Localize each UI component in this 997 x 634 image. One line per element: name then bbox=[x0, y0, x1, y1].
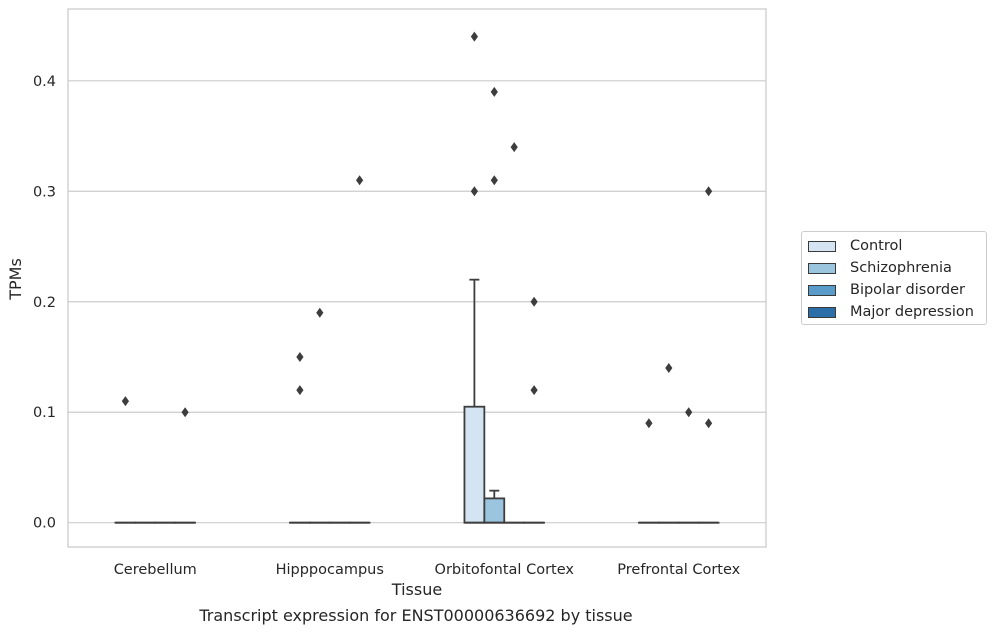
y-tick-label: 0.2 bbox=[33, 295, 56, 311]
y-axis-label: TPMs bbox=[6, 258, 25, 301]
box bbox=[463, 278, 486, 524]
box bbox=[483, 489, 506, 524]
outlier-point bbox=[490, 175, 498, 186]
chart-caption: Transcript expression for ENST0000063669… bbox=[199, 606, 633, 625]
outlier-point bbox=[705, 418, 713, 429]
outlier-point bbox=[296, 385, 304, 396]
outlier-point bbox=[470, 186, 478, 197]
legend-label-schizophrenia: Schizophrenia bbox=[850, 260, 952, 276]
outlier-point bbox=[470, 31, 478, 42]
x-tick-label: Hipppocampus bbox=[276, 562, 384, 578]
x-tick-label: Prefrontal Cortex bbox=[617, 562, 740, 578]
outlier-point bbox=[181, 407, 189, 418]
outlier-point bbox=[705, 186, 713, 197]
outlier-point bbox=[685, 407, 693, 418]
y-tick-labels: 0.0 0.1 0.2 0.3 0.4 bbox=[33, 74, 56, 532]
y-tick-label: 0.3 bbox=[33, 184, 56, 200]
legend-swatch-schizophrenia bbox=[808, 262, 836, 274]
boxes bbox=[114, 278, 720, 524]
legend-label-control: Control bbox=[850, 238, 903, 254]
outlier-point bbox=[665, 363, 673, 374]
legend-label-bipolar-disorder: Bipolar disorder bbox=[850, 282, 965, 298]
x-tick-label: Cerebellum bbox=[114, 562, 197, 578]
box-body bbox=[483, 497, 506, 524]
outlier-point bbox=[645, 418, 653, 429]
plot-area-frame bbox=[67, 8, 767, 548]
box-body bbox=[463, 405, 486, 524]
gridlines bbox=[68, 80, 766, 524]
outlier-point bbox=[530, 296, 538, 307]
legend-item-control: Control bbox=[808, 237, 902, 255]
outlier-point bbox=[490, 86, 498, 97]
y-tick-label: 0.4 bbox=[33, 74, 56, 90]
legend-item-bipolar-disorder: Bipolar disorder bbox=[808, 281, 965, 299]
outlier-point bbox=[510, 142, 518, 153]
x-axis-label: Tissue bbox=[391, 580, 442, 599]
legend-label-major-depression: Major depression bbox=[850, 304, 974, 320]
outlier-point bbox=[356, 175, 364, 186]
x-tick-label: Orbitofontal Cortex bbox=[435, 562, 575, 578]
x-tick-labels: Cerebellum Hipppocampus Orbitofontal Corte… bbox=[114, 562, 741, 578]
legend: Control Schizophrenia Bipolar disorder M… bbox=[801, 231, 987, 325]
outlier-point bbox=[316, 307, 324, 318]
y-tick-label: 0.0 bbox=[33, 516, 56, 532]
outlier-points bbox=[121, 31, 713, 429]
legend-swatch-bipolar-disorder bbox=[808, 284, 836, 296]
legend-swatch-major-depression bbox=[808, 306, 836, 318]
legend-item-major-depression: Major depression bbox=[808, 303, 974, 321]
outlier-point bbox=[530, 385, 538, 396]
legend-item-schizophrenia: Schizophrenia bbox=[808, 259, 952, 277]
y-tick-label: 0.1 bbox=[33, 405, 56, 421]
outlier-point bbox=[296, 351, 304, 362]
legend-swatch-control bbox=[808, 240, 836, 252]
outlier-point bbox=[121, 396, 129, 407]
